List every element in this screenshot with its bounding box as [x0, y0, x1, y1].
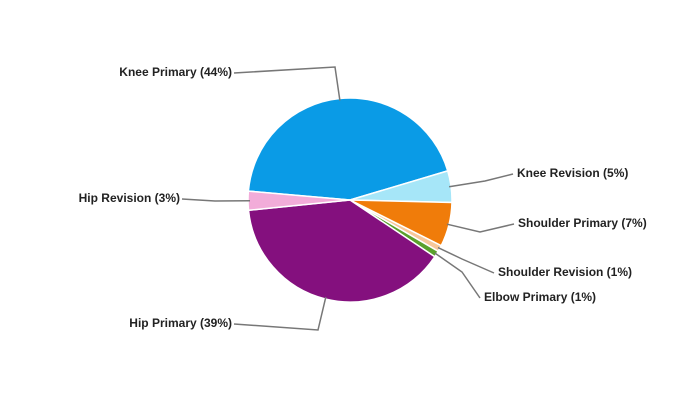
leader-line — [446, 223, 515, 233]
leader-line — [181, 198, 251, 202]
leader-line — [437, 246, 495, 274]
leader-line — [233, 66, 341, 101]
leader-line — [434, 252, 481, 299]
slice-label: Knee Primary (44%) — [119, 65, 232, 79]
slice-label: Shoulder Revision (1%) — [498, 265, 632, 279]
slice-label: Hip Primary (39%) — [129, 316, 232, 330]
slice-label: Shoulder Primary (7%) — [518, 216, 647, 230]
slice-label: Elbow Primary (1%) — [484, 290, 596, 304]
leader-line — [233, 296, 327, 331]
leader-line — [449, 173, 514, 188]
slice-label: Hip Revision (3%) — [79, 191, 180, 205]
slice-label: Knee Revision (5%) — [517, 166, 628, 180]
